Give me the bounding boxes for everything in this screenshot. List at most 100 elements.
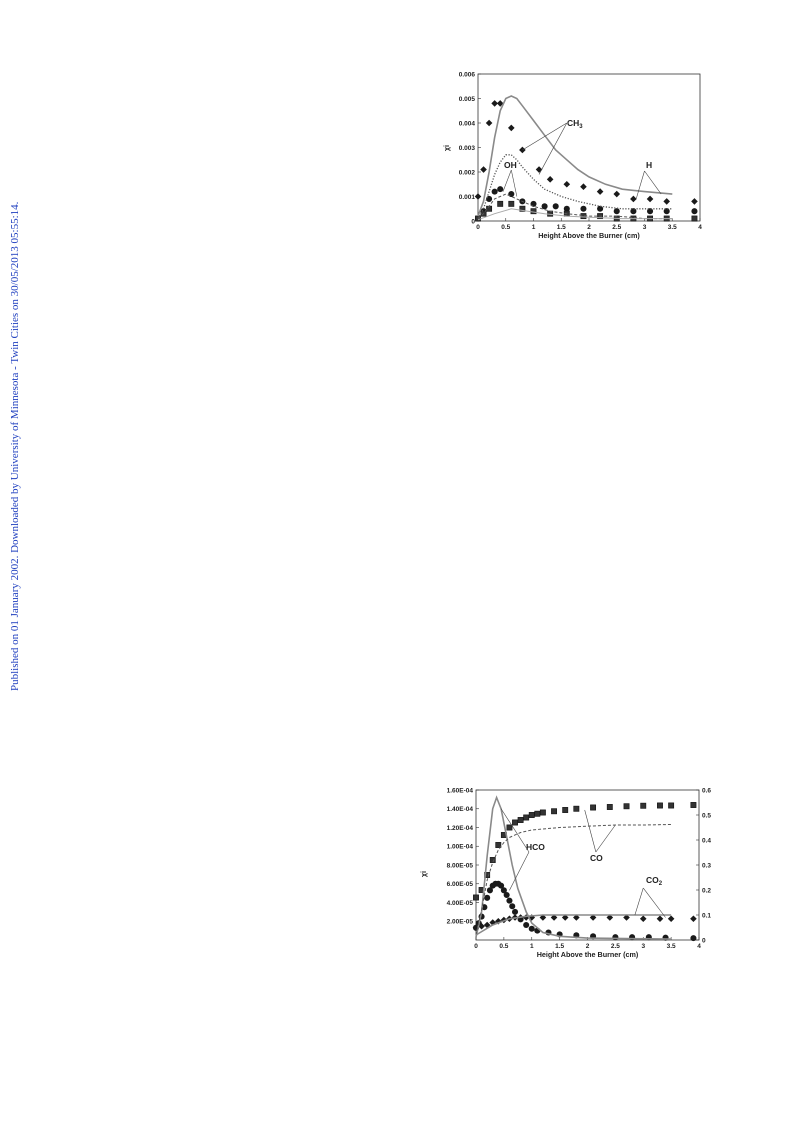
x-tick-label: 4: [698, 224, 702, 231]
diamond-point: [485, 119, 493, 127]
y-axis-label: χi: [419, 871, 428, 877]
square-point: [523, 814, 530, 821]
diamond-point: [613, 190, 621, 198]
circle-point: [486, 887, 493, 894]
y-tick-label: 0.005: [459, 96, 476, 103]
model-curve-4: [475, 824, 672, 936]
square-point: [506, 824, 513, 831]
square-point: [691, 215, 698, 222]
measured-series-0: [473, 802, 697, 901]
diamond-point: [596, 188, 604, 195]
y-tick-label: 1.00E-04: [447, 844, 474, 851]
annotation-leader: [634, 887, 644, 916]
x-tick-label: 1.5: [557, 224, 566, 231]
square-point: [668, 802, 675, 809]
square-point: [534, 810, 541, 817]
x-tick-label: 0: [474, 943, 478, 950]
diamond-point: [667, 915, 675, 923]
circle-point: [484, 894, 491, 901]
y2-tick-label: 0.6: [702, 787, 711, 794]
diamond-point: [663, 198, 670, 205]
y-tick-label: 6.00E-05: [447, 881, 474, 888]
diamond-point: [606, 914, 614, 921]
measured-series-1: [472, 880, 697, 942]
species-label-co: CO: [590, 853, 603, 863]
circle-point: [528, 925, 535, 932]
square-point: [590, 804, 597, 811]
x-tick-label: 0: [476, 224, 480, 231]
square-point: [657, 802, 663, 809]
circle-point: [530, 200, 537, 207]
diamond-point: [690, 915, 697, 923]
x-tick-label: 2.5: [612, 224, 621, 231]
diamond-point: [519, 146, 526, 154]
circle-point: [500, 887, 507, 894]
y2-tick-label: 0: [702, 937, 706, 944]
y-tick-label: 8.00E-05: [447, 862, 474, 869]
circle-point: [630, 208, 637, 215]
circle-point: [506, 897, 513, 904]
annotation-leader: [635, 170, 645, 200]
diamond-point: [546, 176, 554, 183]
x-tick-label: 3: [643, 224, 647, 231]
square-point: [539, 809, 546, 816]
model-curve-6: [477, 208, 673, 221]
circle-point: [552, 203, 559, 210]
square-point: [497, 200, 504, 207]
square-point: [623, 803, 630, 810]
y-tick-label: 0.002: [459, 169, 476, 176]
square-point: [690, 802, 697, 808]
model-curve: [475, 914, 672, 936]
x-tick-label: 2: [586, 943, 590, 950]
x-tick-label: 0.5: [501, 224, 510, 231]
diamond-point: [656, 915, 664, 923]
y-tick-label: 1.60E-04: [447, 787, 474, 794]
y2-tick-label: 0.1: [702, 912, 711, 919]
square-point: [519, 205, 526, 212]
square-point: [517, 817, 524, 823]
circle-point: [563, 205, 570, 212]
circle-point: [690, 935, 697, 942]
diamond-point: [550, 914, 558, 921]
y-axis: 2.00E-05 4.00E-05 6.00E-05 8.00E-05 1.00E-04…: [447, 787, 479, 926]
diamond-point: [646, 195, 654, 203]
y-axis-label: χi: [442, 145, 451, 151]
x-tick-label: 3.5: [668, 224, 677, 231]
y2-tick-label: 0.4: [702, 837, 711, 844]
species-mole-fraction-chart: 0 0.5 1 1.5 2 2.5 3 3.5 4 Height Above the Burner…: [442, 71, 702, 240]
y-tick-label: 1.20E-04: [447, 825, 474, 832]
square-point: [530, 208, 537, 215]
annotation-leader: [502, 169, 512, 192]
diamond-point: [561, 914, 569, 921]
annotation-leader: [584, 809, 597, 853]
circle-point: [612, 934, 619, 941]
diamond-point: [563, 180, 571, 188]
square-point: [562, 807, 569, 813]
x-axis-label: Height Above the Burner (cm): [537, 950, 639, 959]
species-label-co2: CO2: [646, 875, 663, 887]
annotation-leader: [644, 170, 662, 195]
circle-point: [509, 903, 516, 910]
x-tick-label: 3.5: [667, 943, 676, 950]
square-point: [473, 894, 479, 901]
diamond-point: [589, 914, 597, 921]
x-axis: 0 0.5 1 1.5 2 2.5 3 3.5 4: [476, 218, 702, 231]
square-point: [512, 819, 518, 826]
diamond-point: [630, 195, 637, 203]
model-curve: [475, 795, 672, 940]
y-tick-label: 2.00E-05: [447, 919, 474, 926]
co-hco-co2-mole-fraction-chart: 0 0.5 1 1.5 2 2.5 3 3.5 4 Height Above the Burner…: [419, 787, 711, 959]
model-curve-3: [475, 795, 672, 940]
model-curve: [477, 193, 673, 220]
circle-point: [491, 188, 498, 195]
circle-point: [541, 203, 548, 210]
y2-tick-label: 0.3: [702, 862, 711, 869]
y-tick-label: 4.00E-05: [447, 900, 474, 907]
y-tick-label: 0.003: [459, 145, 476, 152]
diamond-point: [691, 198, 698, 205]
x-tick-label: 4: [697, 943, 701, 950]
diamond-point: [474, 193, 482, 200]
x-tick-label: 2.5: [611, 943, 620, 950]
x-tick-label: 1.5: [555, 943, 564, 950]
species-label-oh: OH: [504, 160, 517, 170]
